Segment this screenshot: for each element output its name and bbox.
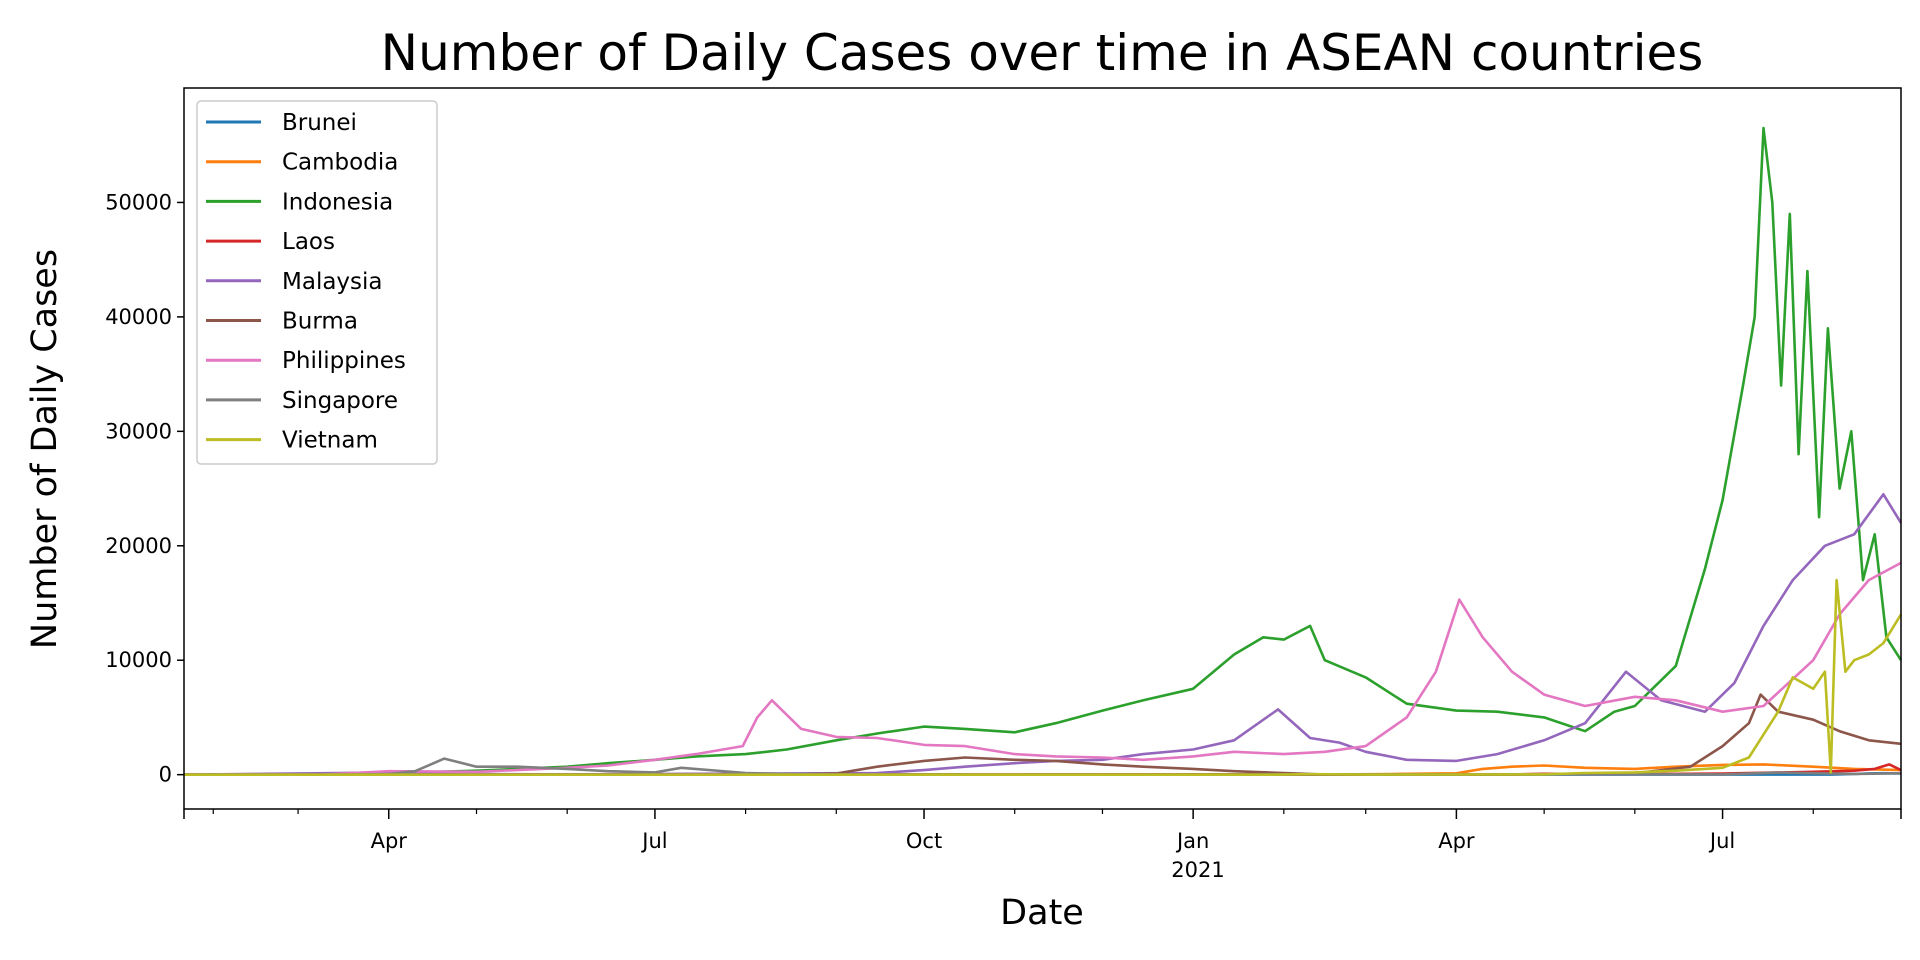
- legend-items: Brunei Cambodia Indonesia Laos Malaysia Burma…: [206, 110, 406, 454]
- x-tick-label: Oct: [906, 829, 942, 853]
- x-tick-label: Jan: [1175, 829, 1209, 853]
- legend-label-malaysia: Malaysia: [282, 269, 383, 295]
- legend-label-burma: Burma: [282, 309, 358, 335]
- y-tick-label: 10000: [105, 648, 172, 672]
- legend-label-singapore: Singapore: [282, 388, 398, 414]
- series-layer: [183, 126, 1903, 776]
- series-line-philippines: [183, 561, 1902, 776]
- legend-label-vietnam: Vietnam: [282, 428, 378, 454]
- y-tick-label: 20000: [105, 534, 172, 558]
- x-axis: Apr Jul Oct Jan Apr Jul: [183, 809, 1902, 853]
- series-line-malaysia: [183, 493, 1903, 776]
- legend-label-indonesia: Indonesia: [282, 189, 393, 215]
- x-tick-label: Jul: [640, 829, 667, 853]
- x-tick-label: Apr: [371, 829, 408, 853]
- x-axis-title: Date: [1000, 893, 1084, 933]
- plot-frame: [183, 87, 1902, 810]
- series-line-vietnam: [184, 578, 1903, 776]
- legend-label-philippines: Philippines: [282, 348, 406, 374]
- x-tick-label: Jul: [1708, 829, 1735, 853]
- legend: Brunei Cambodia Indonesia Laos Malaysia Burma…: [196, 100, 438, 465]
- x-year-label: 2021: [1171, 858, 1224, 882]
- chart-title: Number of Daily Cases over time in ASEAN…: [381, 24, 1704, 82]
- y-axis-title: Number of Daily Cases: [25, 249, 65, 649]
- x-tick-label: Apr: [1438, 829, 1475, 853]
- y-tick-label: 40000: [105, 305, 172, 329]
- y-tick-label: 0: [159, 763, 172, 787]
- legend-label-laos: Laos: [282, 229, 335, 255]
- legend-box: [196, 100, 438, 465]
- legend-label-cambodia: Cambodia: [282, 150, 398, 176]
- legend-label-brunei: Brunei: [282, 110, 357, 136]
- series-line-singapore: [183, 757, 1902, 776]
- y-axis: 0 10000 20000 30000 40000 50000: [105, 190, 184, 787]
- y-tick-label: 50000: [105, 190, 172, 214]
- series-line-indonesia: [184, 126, 1903, 776]
- y-tick-label: 30000: [105, 419, 172, 443]
